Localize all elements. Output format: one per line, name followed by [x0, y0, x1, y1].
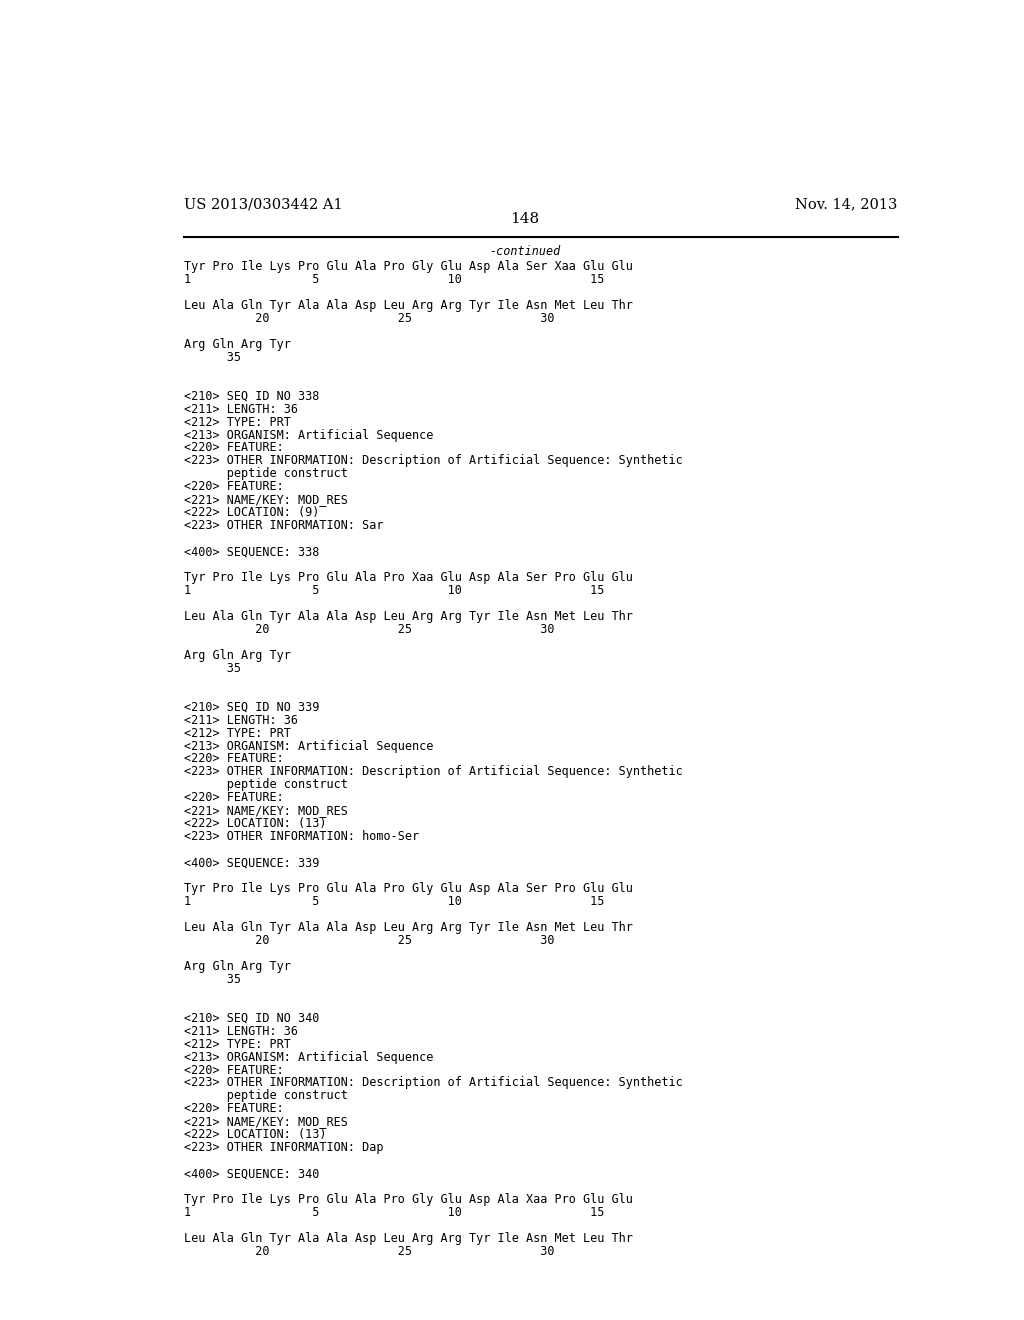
Text: 1                 5                  10                  15: 1 5 10 15: [183, 895, 604, 908]
Text: <212> TYPE: PRT: <212> TYPE: PRT: [183, 726, 291, 739]
Text: 148: 148: [510, 213, 540, 226]
Text: <213> ORGANISM: Artificial Sequence: <213> ORGANISM: Artificial Sequence: [183, 1051, 433, 1064]
Text: Leu Ala Gln Tyr Ala Ala Asp Leu Arg Arg Tyr Ile Asn Met Leu Thr: Leu Ala Gln Tyr Ala Ala Asp Leu Arg Arg …: [183, 610, 633, 623]
Text: Tyr Pro Ile Lys Pro Glu Ala Pro Gly Glu Asp Ala Xaa Pro Glu Glu: Tyr Pro Ile Lys Pro Glu Ala Pro Gly Glu …: [183, 1193, 633, 1206]
Text: <211> LENGTH: 36: <211> LENGTH: 36: [183, 1024, 298, 1038]
Text: <223> OTHER INFORMATION: Dap: <223> OTHER INFORMATION: Dap: [183, 1142, 383, 1154]
Text: 20                  25                  30: 20 25 30: [183, 935, 554, 946]
Text: Arg Gln Arg Tyr: Arg Gln Arg Tyr: [183, 338, 291, 351]
Text: 1                 5                  10                  15: 1 5 10 15: [183, 583, 604, 597]
Text: <212> TYPE: PRT: <212> TYPE: PRT: [183, 416, 291, 429]
Text: <223> OTHER INFORMATION: Description of Artificial Sequence: Synthetic: <223> OTHER INFORMATION: Description of …: [183, 454, 682, 467]
Text: <223> OTHER INFORMATION: homo-Ser: <223> OTHER INFORMATION: homo-Ser: [183, 830, 419, 843]
Text: 1                 5                  10                  15: 1 5 10 15: [183, 273, 604, 286]
Text: 35: 35: [183, 351, 241, 364]
Text: <400> SEQUENCE: 339: <400> SEQUENCE: 339: [183, 857, 318, 869]
Text: <213> ORGANISM: Artificial Sequence: <213> ORGANISM: Artificial Sequence: [183, 429, 433, 441]
Text: <210> SEQ ID NO 339: <210> SEQ ID NO 339: [183, 701, 318, 714]
Text: <220> FEATURE:: <220> FEATURE:: [183, 441, 284, 454]
Text: Leu Ala Gln Tyr Ala Ala Asp Leu Arg Arg Tyr Ile Asn Met Leu Thr: Leu Ala Gln Tyr Ala Ala Asp Leu Arg Arg …: [183, 1232, 633, 1245]
Text: Nov. 14, 2013: Nov. 14, 2013: [796, 197, 898, 211]
Text: Arg Gln Arg Tyr: Arg Gln Arg Tyr: [183, 960, 291, 973]
Text: Tyr Pro Ile Lys Pro Glu Ala Pro Gly Glu Asp Ala Ser Pro Glu Glu: Tyr Pro Ile Lys Pro Glu Ala Pro Gly Glu …: [183, 882, 633, 895]
Text: <212> TYPE: PRT: <212> TYPE: PRT: [183, 1038, 291, 1051]
Text: <400> SEQUENCE: 338: <400> SEQUENCE: 338: [183, 545, 318, 558]
Text: <222> LOCATION: (13): <222> LOCATION: (13): [183, 817, 326, 830]
Text: <220> FEATURE:: <220> FEATURE:: [183, 480, 284, 494]
Text: -continued: -continued: [489, 244, 560, 257]
Text: Tyr Pro Ile Lys Pro Glu Ala Pro Gly Glu Asp Ala Ser Xaa Glu Glu: Tyr Pro Ile Lys Pro Glu Ala Pro Gly Glu …: [183, 260, 633, 273]
Text: <213> ORGANISM: Artificial Sequence: <213> ORGANISM: Artificial Sequence: [183, 739, 433, 752]
Text: <222> LOCATION: (9): <222> LOCATION: (9): [183, 507, 318, 519]
Text: <223> OTHER INFORMATION: Sar: <223> OTHER INFORMATION: Sar: [183, 519, 383, 532]
Text: US 2013/0303442 A1: US 2013/0303442 A1: [183, 197, 342, 211]
Text: 20                  25                  30: 20 25 30: [183, 623, 554, 636]
Text: <400> SEQUENCE: 340: <400> SEQUENCE: 340: [183, 1167, 318, 1180]
Text: 35: 35: [183, 661, 241, 675]
Text: Leu Ala Gln Tyr Ala Ala Asp Leu Arg Arg Tyr Ile Asn Met Leu Thr: Leu Ala Gln Tyr Ala Ala Asp Leu Arg Arg …: [183, 921, 633, 935]
Text: <220> FEATURE:: <220> FEATURE:: [183, 792, 284, 804]
Text: peptide construct: peptide construct: [183, 467, 347, 480]
Text: Arg Gln Arg Tyr: Arg Gln Arg Tyr: [183, 649, 291, 661]
Text: <220> FEATURE:: <220> FEATURE:: [183, 1102, 284, 1115]
Text: Leu Ala Gln Tyr Ala Ala Asp Leu Arg Arg Tyr Ile Asn Met Leu Thr: Leu Ala Gln Tyr Ala Ala Asp Leu Arg Arg …: [183, 298, 633, 312]
Text: 1                 5                  10                  15: 1 5 10 15: [183, 1206, 604, 1220]
Text: <211> LENGTH: 36: <211> LENGTH: 36: [183, 714, 298, 726]
Text: <223> OTHER INFORMATION: Description of Artificial Sequence: Synthetic: <223> OTHER INFORMATION: Description of …: [183, 1077, 682, 1089]
Text: 35: 35: [183, 973, 241, 986]
Text: <210> SEQ ID NO 340: <210> SEQ ID NO 340: [183, 1011, 318, 1024]
Text: <210> SEQ ID NO 338: <210> SEQ ID NO 338: [183, 389, 318, 403]
Text: <221> NAME/KEY: MOD_RES: <221> NAME/KEY: MOD_RES: [183, 1115, 347, 1129]
Text: peptide construct: peptide construct: [183, 779, 347, 792]
Text: 20                  25                  30: 20 25 30: [183, 1245, 554, 1258]
Text: <222> LOCATION: (13): <222> LOCATION: (13): [183, 1129, 326, 1142]
Text: <211> LENGTH: 36: <211> LENGTH: 36: [183, 403, 298, 416]
Text: <221> NAME/KEY: MOD_RES: <221> NAME/KEY: MOD_RES: [183, 494, 347, 507]
Text: Tyr Pro Ile Lys Pro Glu Ala Pro Xaa Glu Asp Ala Ser Pro Glu Glu: Tyr Pro Ile Lys Pro Glu Ala Pro Xaa Glu …: [183, 572, 633, 583]
Text: 20                  25                  30: 20 25 30: [183, 312, 554, 325]
Text: <220> FEATURE:: <220> FEATURE:: [183, 1064, 284, 1077]
Text: <221> NAME/KEY: MOD_RES: <221> NAME/KEY: MOD_RES: [183, 804, 347, 817]
Text: <220> FEATURE:: <220> FEATURE:: [183, 752, 284, 766]
Text: peptide construct: peptide construct: [183, 1089, 347, 1102]
Text: <223> OTHER INFORMATION: Description of Artificial Sequence: Synthetic: <223> OTHER INFORMATION: Description of …: [183, 766, 682, 779]
